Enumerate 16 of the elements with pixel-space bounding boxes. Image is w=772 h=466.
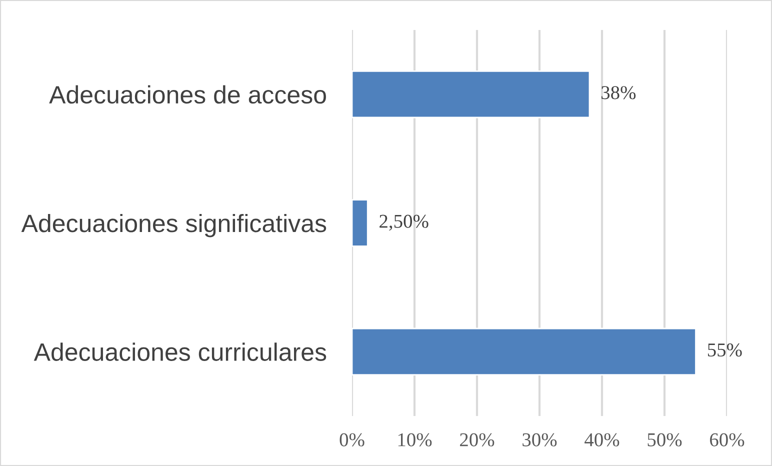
x-tick-label: 40% (584, 433, 620, 446)
y-tick-label: Adecuaciones significativas (21, 214, 326, 238)
data-label: 55% (708, 343, 742, 357)
x-tick-label: 50% (648, 433, 682, 446)
bar (352, 70, 590, 118)
x-tick-label: 10% (398, 433, 432, 446)
x-tick-label: 0% (340, 433, 364, 446)
bar (352, 328, 696, 376)
data-label: 2,50% (380, 214, 428, 231)
data-label: 38% (602, 86, 636, 100)
x-tick-label: 20% (460, 433, 494, 446)
x-tick-label: 30% (522, 433, 557, 446)
x-tick-label: 60% (710, 433, 744, 446)
y-tick-label: Adecuaciones de acceso (49, 85, 326, 104)
bar (352, 199, 368, 247)
y-tick-label: Adecuaciones curriculares (34, 342, 326, 361)
